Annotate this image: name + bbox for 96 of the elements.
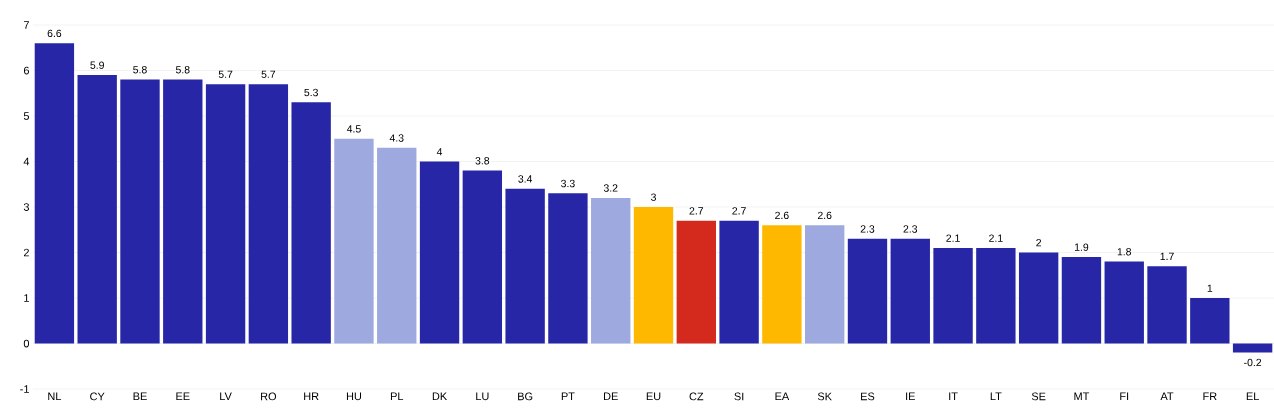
data-label: 3.8 (475, 157, 490, 165)
x-tick-label: LT (990, 392, 1002, 401)
x-tick-label: DE (604, 392, 618, 401)
x-tick-label: HR (304, 392, 319, 401)
data-label: 1.9 (1074, 243, 1089, 251)
data-label: 5.8 (175, 66, 190, 74)
bar (34, 43, 75, 344)
y-tick-label: 6 (23, 66, 29, 75)
data-label: 5.3 (304, 88, 318, 97)
bar (847, 238, 888, 344)
x-tick-label: IE (906, 392, 915, 401)
data-label: 2.7 (689, 207, 704, 215)
bar (1190, 298, 1230, 344)
x-tick-label: HU (346, 392, 362, 401)
x-tick-label: RO (261, 392, 277, 401)
data-label: 2.3 (860, 225, 875, 233)
x-tick-label: LU (476, 392, 489, 401)
data-label: 2.3 (903, 225, 918, 233)
data-label: 3.2 (603, 184, 618, 192)
data-label: 3.4 (518, 175, 533, 183)
bar (976, 247, 1016, 344)
data-label: 3 (650, 193, 656, 201)
x-tick-label: NL (48, 392, 62, 401)
data-label: 6.6 (47, 29, 62, 38)
x-tick-label: PT (561, 392, 575, 401)
x-tick-label: CZ (689, 392, 704, 401)
data-label: 4.3 (389, 134, 404, 142)
bar (890, 238, 930, 344)
x-tick-label: FR (1203, 392, 1217, 401)
data-label: 2.6 (817, 211, 832, 220)
y-tick-label: 4 (23, 157, 30, 166)
data-label: 5.8 (133, 66, 147, 74)
data-label: 2.1 (989, 234, 1003, 242)
data-label: 2.1 (946, 234, 960, 242)
bar (805, 225, 845, 344)
bar (205, 84, 246, 344)
x-tick-label: BE (133, 392, 147, 401)
x-tick-label: EA (775, 392, 790, 401)
data-label: 5.9 (90, 61, 104, 69)
y-tick-label: 1 (24, 294, 29, 302)
x-tick-label: BG (518, 392, 533, 401)
bar (291, 102, 331, 344)
bar (419, 161, 460, 344)
bar (505, 188, 545, 344)
bar (676, 220, 716, 344)
bar (1104, 261, 1144, 344)
x-tick-label: FI (1120, 392, 1129, 401)
data-label: 2.6 (775, 211, 789, 220)
data-label: 4.5 (346, 125, 361, 133)
data-label: 3.3 (561, 179, 575, 188)
y-tick-label: 5 (23, 112, 30, 120)
bar (377, 147, 417, 344)
x-tick-label: MT (1074, 392, 1090, 401)
x-tick-label: LV (220, 392, 232, 401)
x-tick-label: PL (390, 392, 404, 401)
bar (548, 193, 588, 344)
bar (933, 247, 973, 344)
bar (762, 225, 802, 344)
data-label: 4 (436, 148, 443, 156)
data-label: 5.7 (218, 70, 233, 78)
x-tick-label: EU (646, 392, 661, 401)
data-label: -0.2 (1244, 358, 1262, 367)
data-label: 1.8 (1117, 248, 1132, 256)
bar (1232, 343, 1273, 353)
data-label: 5.7 (261, 70, 276, 78)
bar (1147, 266, 1187, 344)
data-label: 2.7 (732, 207, 746, 215)
bar (120, 79, 160, 344)
data-label: 1 (1207, 284, 1213, 292)
bar (334, 138, 374, 344)
data-label: 2 (1036, 239, 1042, 247)
y-tick-label: 7 (23, 21, 29, 29)
x-tick-label: SK (817, 392, 832, 401)
bar (719, 220, 759, 344)
y-tick-label: -1 (20, 385, 29, 393)
bar (591, 197, 631, 344)
x-tick-label: SE (1031, 392, 1046, 401)
bar (1061, 257, 1102, 344)
bar (163, 79, 203, 344)
x-tick-label: EL (1246, 392, 1259, 401)
x-tick-label: AT (1160, 392, 1174, 401)
bar (1018, 252, 1059, 344)
x-tick-label: ES (861, 392, 875, 401)
y-tick-label: 3 (23, 203, 29, 211)
x-tick-label: CY (90, 392, 105, 401)
y-tick-label: 2 (23, 248, 29, 257)
bar (77, 75, 117, 344)
bar (462, 170, 503, 344)
x-tick-label: IT (949, 392, 958, 401)
x-tick-label: DK (432, 392, 448, 401)
data-label: 1.7 (1160, 252, 1174, 260)
bar (633, 207, 674, 344)
bar (248, 84, 289, 344)
x-tick-label: SI (734, 392, 744, 401)
y-tick-label: 0 (23, 339, 30, 348)
x-tick-label: EE (176, 392, 190, 401)
